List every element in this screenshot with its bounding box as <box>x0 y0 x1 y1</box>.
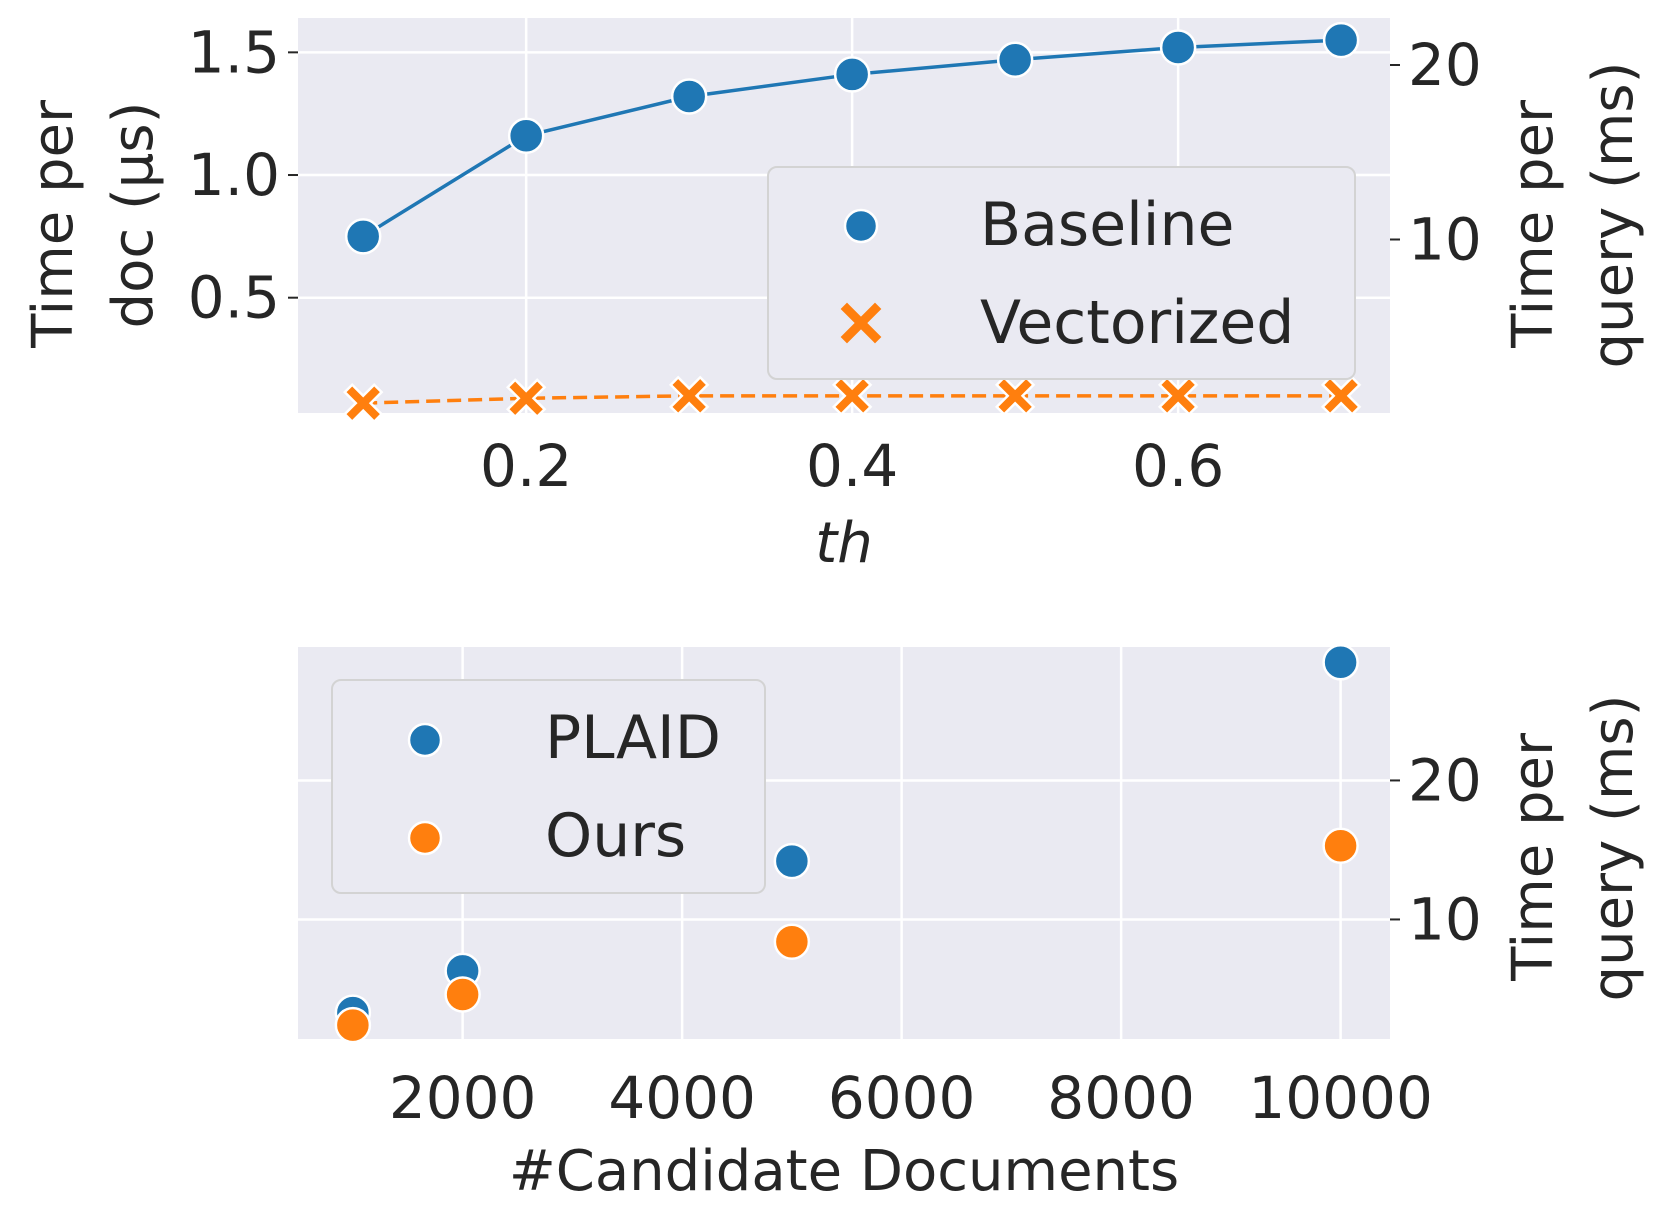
data-point-vectorized <box>1320 375 1362 417</box>
legend-marker-vectorized <box>840 302 882 344</box>
bottom-series <box>334 644 1359 1044</box>
bottom-chart: 2000 4000 6000 8000 10000 10 20 #Candidate Do… <box>298 644 1646 1204</box>
bottom-x-tick-label: 6000 <box>828 1064 976 1132</box>
data-point-vectorized <box>831 375 873 417</box>
top-x-tick-label: 0.6 <box>1132 432 1224 500</box>
bottom-y-right-tick-label: 10 <box>1408 885 1482 953</box>
data-point-baseline <box>996 41 1034 78</box>
top-y-right-title: Time per query (ms) <box>1501 62 1646 369</box>
data-point-baseline <box>507 117 545 155</box>
data-point-baseline <box>833 56 871 93</box>
top-legend-box <box>767 166 1356 380</box>
top-series <box>343 21 1362 424</box>
bottom-x-ticks: 2000 4000 6000 8000 10000 <box>389 1064 1433 1132</box>
top-x-ticks: 0.2 0.4 0.6 <box>480 432 1224 500</box>
bottom-x-axis-title: #Candidate Documents <box>509 1139 1179 1204</box>
legend-marker-ours <box>407 820 443 856</box>
legend-marker-plaid <box>407 722 443 758</box>
data-point-ours <box>1322 827 1359 865</box>
data-point-plaid <box>773 842 811 880</box>
top-legend: Baseline Vectorized <box>767 166 1356 380</box>
data-point-vectorized <box>668 375 710 417</box>
bottom-x-tick-label: 2000 <box>389 1064 537 1132</box>
data-point-vectorized <box>343 382 384 424</box>
data-point-baseline <box>1322 21 1360 59</box>
data-point-vectorized <box>994 375 1036 417</box>
legend-marker-baseline <box>843 208 879 244</box>
top-y-right-tick-label: 10 <box>1408 206 1482 274</box>
top-y-left-ticks: 0.5 1.0 1.5 <box>188 18 298 332</box>
bottom-x-tick-label: 4000 <box>608 1064 756 1132</box>
top-x-tick-label: 0.4 <box>806 432 898 500</box>
data-point-ours <box>334 1006 372 1044</box>
top-y-right-tick-label: 20 <box>1408 31 1482 99</box>
legend-label-vectorized: Vectorized <box>980 288 1294 358</box>
data-point-baseline <box>344 218 382 255</box>
top-y-left-tick-label: 0.5 <box>188 264 280 332</box>
data-point-vectorized <box>505 378 547 419</box>
data-point-vectorized <box>1157 375 1199 417</box>
top-y-right-ticks: 10 20 <box>1390 31 1482 274</box>
legend-label-ours: Ours <box>545 801 686 871</box>
top-x-tick-label: 0.2 <box>480 432 572 500</box>
top-y-left-title: Time per doc (μs) <box>21 82 166 349</box>
top-x-axis-title: th <box>815 511 872 576</box>
bottom-y-right-ticks: 10 20 <box>1390 746 1482 953</box>
bottom-y-right-tick-label: 20 <box>1408 746 1482 814</box>
top-chart: 0.2 0.4 0.6 0.5 1.0 1.5 10 20 th Time per doc… <box>21 18 1646 576</box>
data-point-baseline <box>670 78 708 115</box>
bottom-y-right-title: Time per query (ms) <box>1501 695 1646 1002</box>
data-point-plaid <box>1322 644 1359 681</box>
legend-label-plaid: PLAID <box>545 703 721 773</box>
legend-label-baseline: Baseline <box>980 190 1234 260</box>
bottom-x-tick-label: 8000 <box>1047 1064 1195 1132</box>
data-point-baseline <box>1159 29 1197 66</box>
data-point-ours <box>773 923 811 960</box>
data-point-ours <box>444 976 481 1013</box>
bottom-legend: PLAID Ours <box>331 679 766 894</box>
top-y-left-tick-label: 1.0 <box>188 141 280 209</box>
top-y-left-tick-label: 1.5 <box>188 18 280 86</box>
bottom-x-tick-label: 10000 <box>1248 1064 1433 1132</box>
